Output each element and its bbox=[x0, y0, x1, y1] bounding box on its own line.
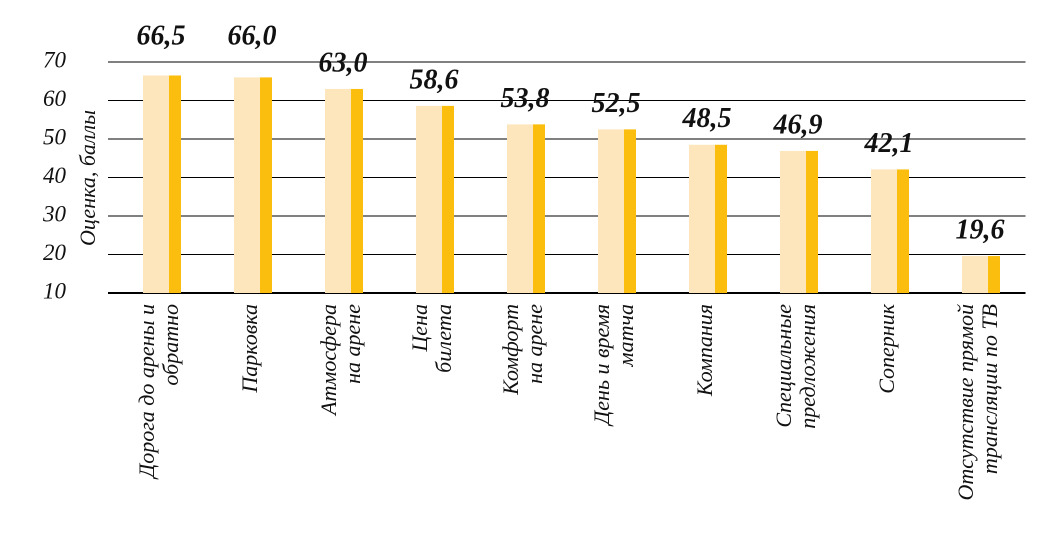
bar-dark bbox=[169, 75, 181, 293]
value-label: 66,5 bbox=[137, 20, 186, 51]
x-tick-label: предложения bbox=[795, 304, 820, 429]
y-tick-label: 50 bbox=[43, 124, 67, 149]
x-tick-label: Отсутствие прямой bbox=[953, 304, 978, 501]
bar-dark bbox=[624, 129, 636, 293]
bar-dark bbox=[988, 256, 1000, 293]
y-tick-label: 70 bbox=[43, 47, 67, 72]
bar-dark bbox=[351, 88, 363, 293]
x-tick-label: Цена bbox=[407, 304, 432, 353]
x-tick-label: Соперник bbox=[874, 303, 899, 394]
y-tick-label: 10 bbox=[43, 278, 67, 303]
bar bbox=[325, 88, 363, 293]
bar bbox=[871, 169, 909, 293]
bar-dark bbox=[442, 105, 454, 293]
bar-light bbox=[507, 124, 533, 294]
bar bbox=[962, 256, 1000, 293]
x-tick-label: Атмосфера bbox=[316, 304, 341, 417]
bar-light bbox=[962, 256, 988, 293]
x-tick-label: матча bbox=[613, 304, 638, 367]
bar bbox=[598, 129, 636, 293]
bar-light bbox=[689, 144, 715, 293]
bar-light bbox=[598, 129, 624, 293]
bar bbox=[780, 150, 818, 293]
x-tick-label: Компания bbox=[692, 304, 717, 397]
bar-light bbox=[416, 105, 442, 293]
x-tick-label: Комфорт bbox=[498, 304, 523, 396]
x-tick-label: обратно bbox=[158, 304, 183, 386]
bar-dark bbox=[260, 77, 272, 294]
bar-dark bbox=[897, 169, 909, 293]
x-tick-label: билета bbox=[431, 304, 456, 373]
bar-dark bbox=[533, 124, 545, 294]
bar-light bbox=[325, 88, 351, 293]
x-tick-label: на арене bbox=[522, 304, 547, 384]
bar bbox=[507, 124, 545, 294]
bar bbox=[689, 144, 727, 293]
bar-dark bbox=[806, 150, 818, 293]
value-label: 66,0 bbox=[228, 20, 277, 51]
bar-light bbox=[780, 150, 806, 293]
x-tick-label: Дорога до арены и bbox=[134, 304, 159, 480]
x-tick-label: на арене bbox=[340, 304, 365, 384]
y-tick-label: 60 bbox=[43, 86, 67, 111]
value-label: 53,8 bbox=[501, 83, 550, 114]
value-label: 46,9 bbox=[773, 109, 823, 140]
y-tick-label: 30 bbox=[42, 201, 67, 226]
bar-light bbox=[871, 169, 897, 293]
x-tick-label: Парковка bbox=[237, 304, 262, 394]
value-label: 63,0 bbox=[319, 47, 368, 78]
x-tick-label: Специальные bbox=[771, 304, 796, 428]
x-tick-label: День и время bbox=[589, 304, 614, 427]
bar-dark bbox=[715, 144, 727, 293]
bar bbox=[143, 75, 181, 293]
bar-light bbox=[234, 77, 260, 294]
value-label: 19,6 bbox=[956, 214, 1005, 245]
value-label: 48,5 bbox=[682, 103, 732, 134]
y-tick-label: 40 bbox=[43, 163, 67, 188]
y-axis-title: Оценка, баллы bbox=[75, 110, 100, 246]
value-label: 58,6 bbox=[410, 64, 459, 95]
value-label: 42,1 bbox=[864, 128, 914, 159]
y-tick-label: 20 bbox=[43, 240, 67, 265]
bar bbox=[234, 77, 272, 294]
bar bbox=[416, 105, 454, 293]
value-label: 52,5 bbox=[592, 88, 641, 119]
x-tick-label: трансляции по ТВ bbox=[977, 304, 1002, 474]
bar-light bbox=[143, 75, 169, 293]
